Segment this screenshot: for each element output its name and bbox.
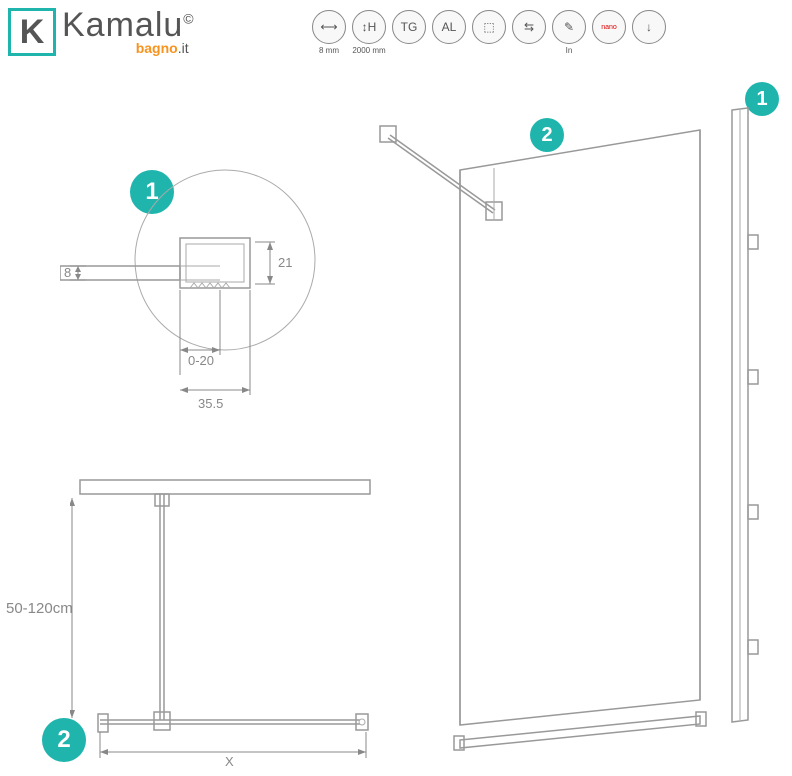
main-panel-drawing (360, 80, 790, 760)
detail-2-drawing: X (70, 470, 380, 770)
spec-thickness-icon: ⟷8 mm (312, 10, 346, 55)
detail-1-drawing: 8 21 0-20 35.5 (60, 160, 340, 440)
spec-tempered-icon: TG (392, 10, 426, 55)
dim-width-x: X (225, 754, 234, 769)
spec-reversible-icon: ⇆ (512, 10, 546, 55)
spec-height-icon: ↕H2000 mm (352, 10, 386, 55)
sub-brand-prefix: bagno (136, 40, 178, 56)
sub-brand-suffix: .it (178, 40, 189, 56)
logo-text: Kamalu© bagno.it (62, 8, 195, 56)
brand-name: Kamalu (62, 6, 183, 44)
dim-adjustment: 0-20 (188, 353, 214, 368)
logo-mark: K (8, 8, 56, 56)
dim-glass-thickness: 8 (64, 265, 71, 280)
spec-custom-icon: ✎In (552, 10, 586, 55)
spec-aluminum-icon: AL (432, 10, 466, 55)
spec-profile-icon: ⬚ (472, 10, 506, 55)
dim-bar-length: 50-120cm (6, 600, 73, 617)
logo-block: K Kamalu© bagno.it (8, 8, 195, 56)
dim-profile-height: 21 (278, 255, 292, 270)
sub-brand: bagno.it (62, 40, 189, 56)
spec-icon-row: ⟷8 mm ↕H2000 mm TG AL ⬚ ⇆ ✎In nano ↓ (312, 10, 666, 55)
spec-nano-icon: nano (592, 10, 626, 55)
dim-profile-width: 35.5 (198, 396, 223, 411)
copyright-mark: © (183, 11, 194, 27)
spec-drain-icon: ↓ (632, 10, 666, 55)
